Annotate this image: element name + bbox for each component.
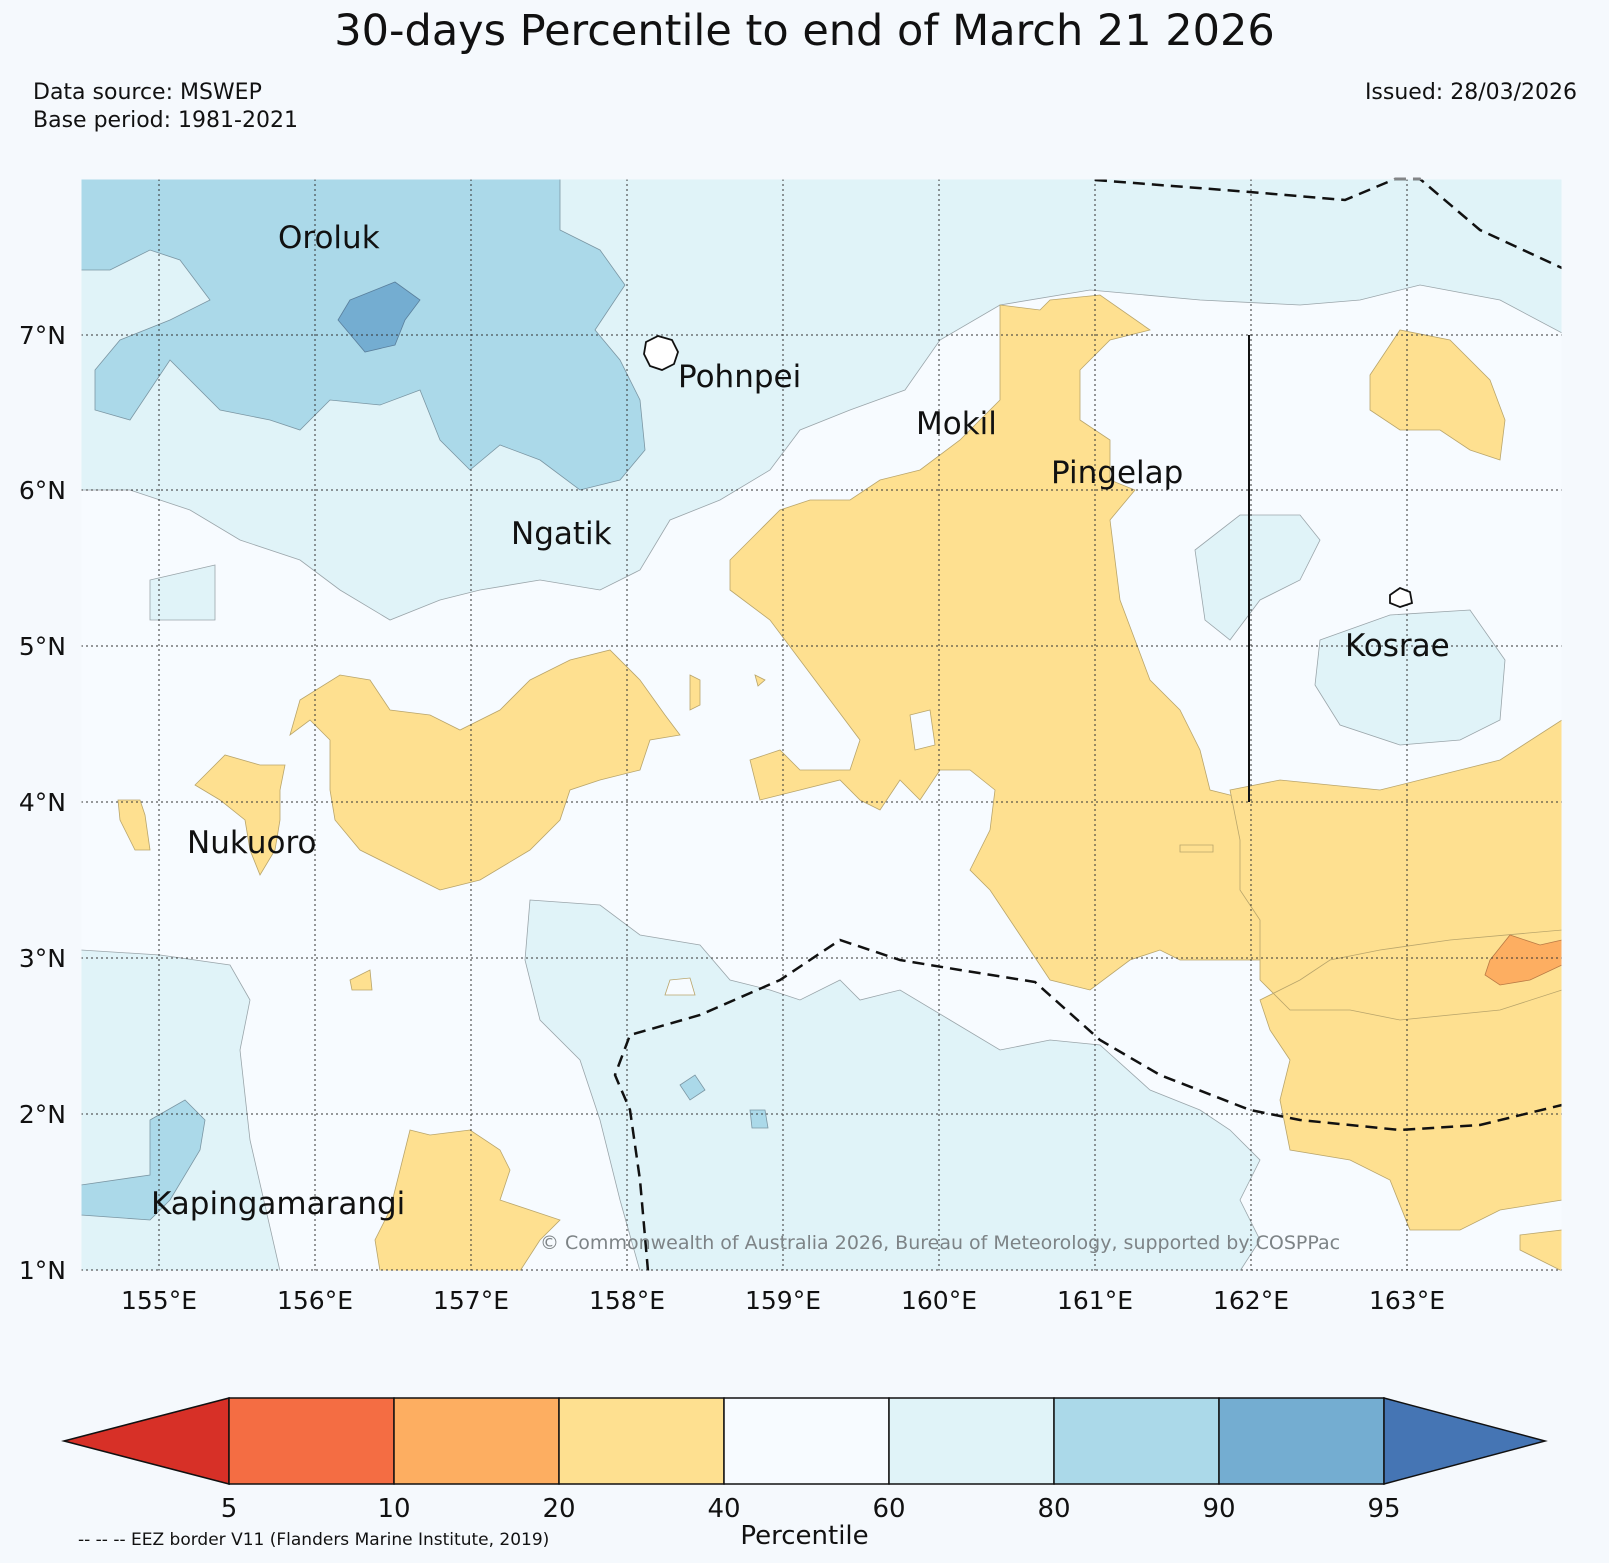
place-label-pohnpei: Pohnpei <box>678 359 801 395</box>
colorbar-segment-40-60 <box>723 1397 890 1485</box>
colorbar-segment-5-10 <box>228 1397 395 1485</box>
colorbar-tick: 20 <box>542 1494 575 1524</box>
hole-2 <box>664 977 696 996</box>
lat-tick-label: 1°N <box>19 1256 66 1285</box>
copyright-text: © Commonwealth of Australia 2026, Bureau… <box>540 1232 1341 1254</box>
eez-border-south <box>613 938 1563 1272</box>
colorbar-tick: 90 <box>1202 1494 1235 1524</box>
lon-tick-label: 162°E <box>1213 1286 1289 1315</box>
colorbar-tick: 80 <box>1037 1494 1070 1524</box>
lon-tick-label: 160°E <box>901 1286 977 1315</box>
region-20-40-nukuoro <box>194 754 286 876</box>
near-normal-holes <box>664 709 936 996</box>
colorbar-tick: 10 <box>377 1494 410 1524</box>
lat-tick-label: 7°N <box>19 321 66 350</box>
place-labels: Oroluk Pohnpei Mokil Pingelap Ngatik Kos… <box>151 220 1450 1222</box>
place-label-kapingamarangi: Kapingamarangi <box>151 1186 405 1222</box>
data-source-text: Data source: MSWEP <box>33 80 262 105</box>
region-60-80-south <box>524 899 1261 1272</box>
lon-tick-label: 156°E <box>277 1286 353 1315</box>
region-20-40-kapinga <box>374 1129 561 1272</box>
colorbar-segment-10-20 <box>393 1397 560 1485</box>
colorbar-tick: 60 <box>872 1494 905 1524</box>
region-90-95 <box>337 281 421 353</box>
region-80-90-kapinga <box>80 1099 206 1221</box>
lon-tick-label: 157°E <box>433 1286 509 1315</box>
lon-tick-label: 161°E <box>1057 1286 1133 1315</box>
colorbar-extend-low <box>61 1397 230 1485</box>
colorbar-segment-20-40 <box>558 1397 725 1485</box>
pohnpei-island-outline <box>643 335 679 371</box>
lon-tick-label: 163°E <box>1369 1286 1445 1315</box>
region-20-40-dot-a <box>117 799 151 851</box>
lon-tick-label: 158°E <box>589 1286 665 1315</box>
map-gridlines <box>81 179 1562 1271</box>
colorbar-extend-high <box>1383 1397 1548 1485</box>
hole-1 <box>909 709 936 751</box>
colorbar-segment-60-80 <box>888 1397 1055 1485</box>
region-60-80-kosrae <box>1314 609 1506 746</box>
issued-date-text: Issued: 28/03/2026 <box>1364 80 1577 105</box>
eez-legend-note: -- -- -- EEZ border V11 (Flanders Marine… <box>78 1530 550 1550</box>
region-20-40-central <box>729 294 1352 991</box>
place-label-pingelap: Pingelap <box>1051 455 1183 491</box>
region-20-40-west-blob <box>289 649 681 891</box>
longitude-tick-labels: 155°E 156°E 157°E 158°E 159°E 160°E 161°… <box>121 1286 1445 1315</box>
region-20-40-dot-c <box>349 969 373 991</box>
lat-tick-label: 4°N <box>19 788 66 817</box>
kosrae-island-outline <box>1389 586 1414 608</box>
place-label-mokil: Mokil <box>916 406 997 442</box>
region-20-40-east-top <box>1369 329 1506 461</box>
lat-tick-label: 2°N <box>19 1100 66 1129</box>
colorbar-label: Percentile <box>740 1521 869 1551</box>
region-60-80-east-small <box>1194 514 1321 641</box>
place-label-kosrae: Kosrae <box>1345 628 1450 664</box>
lat-tick-label: 5°N <box>19 632 66 661</box>
map-title: 30-days Percentile to end of March 21 20… <box>334 6 1275 56</box>
colorbar-segment-80-90 <box>1053 1397 1220 1485</box>
lat-tick-label: 6°N <box>19 476 66 505</box>
map-plot-area: Oroluk Pohnpei Mokil Pingelap Ngatik Kos… <box>19 177 1563 1315</box>
colorbar-tick: 5 <box>221 1494 238 1524</box>
region-20-40-dot-f <box>1179 844 1214 853</box>
colorbar-tick-labels: 5 10 20 40 60 80 90 95 <box>221 1494 1401 1524</box>
region-20-40-dot-e <box>754 674 766 687</box>
map-frame <box>80 178 1563 1272</box>
colorbar <box>61 1397 1548 1485</box>
latitude-tick-labels: 7°N 6°N 5°N 4°N 3°N 2°N 1°N <box>19 321 66 1285</box>
percentile-20-40-regions <box>117 294 1563 1272</box>
lon-tick-label: 159°E <box>745 1286 821 1315</box>
colorbar-tick: 40 <box>707 1494 740 1524</box>
lat-tick-label: 3°N <box>19 944 66 973</box>
region-60-80-west-small <box>149 564 216 621</box>
region-80-90-dot2 <box>749 1109 769 1129</box>
region-80-90-dot1 <box>679 1074 706 1101</box>
colorbar-segment-90-95 <box>1218 1397 1385 1485</box>
base-period-text: Base period: 1981-2021 <box>33 108 298 133</box>
lon-tick-label: 155°E <box>121 1286 197 1315</box>
place-label-oroluk: Oroluk <box>278 220 380 256</box>
colorbar-tick: 95 <box>1367 1494 1400 1524</box>
region-20-40-dot-d <box>689 674 701 711</box>
place-label-ngatik: Ngatik <box>511 516 612 552</box>
place-label-nukuoro: Nukuoro <box>187 825 316 861</box>
